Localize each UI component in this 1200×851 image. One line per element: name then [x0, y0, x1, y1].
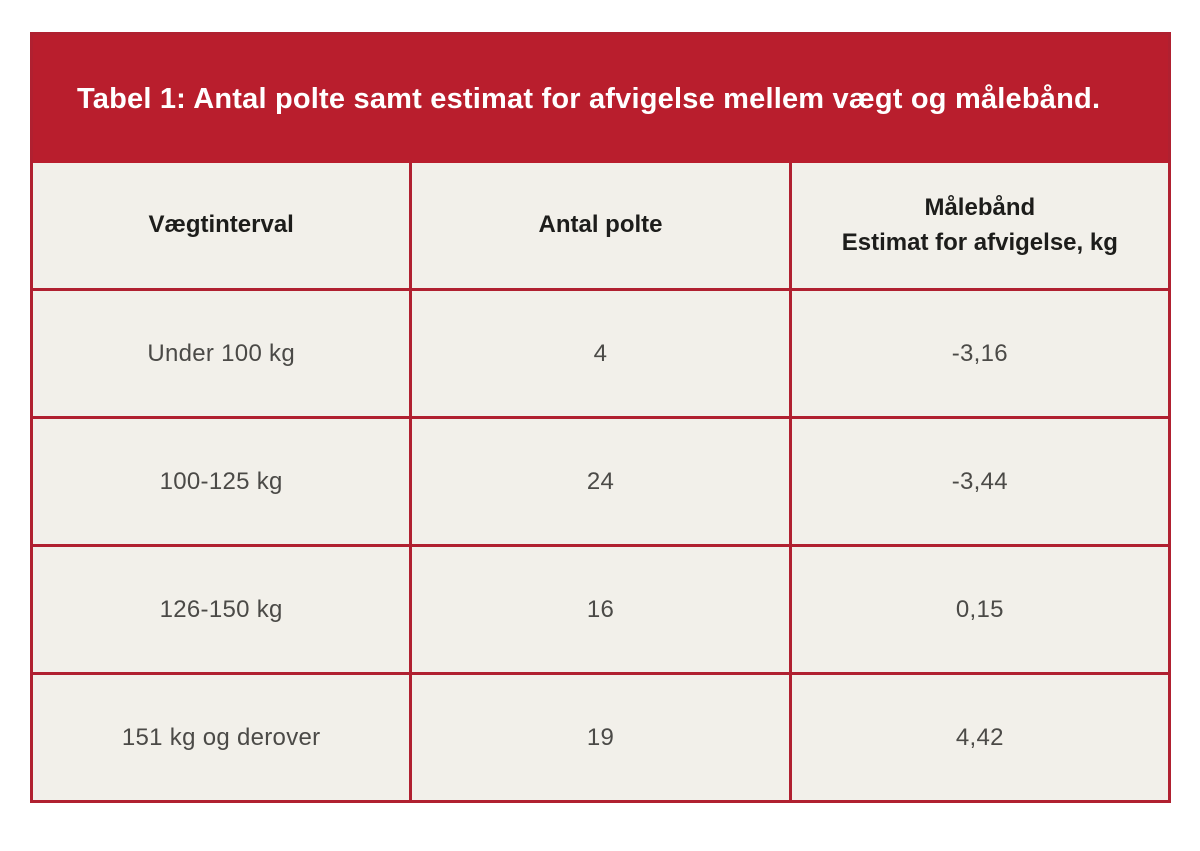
cell-deviation: 0,15: [788, 547, 1168, 672]
cell-weight-interval: 126-150 kg: [159, 595, 283, 623]
table-title: Tabel 1: Antal polte samt estimat for af…: [77, 82, 1101, 115]
cell-deviation: 4,42: [788, 675, 1168, 800]
cell-weight-interval: Under 100 kg: [147, 339, 296, 367]
column-header-tape-deviation: Målebånd Estimat for afvigelse, kg: [788, 163, 1168, 288]
cell-pig-count: 16: [409, 547, 788, 672]
cell-pig-count: 24: [409, 419, 788, 544]
cell-deviation: -3,44: [788, 419, 1168, 544]
table-row: 126-150 kg 16 0,15: [33, 544, 1168, 672]
cell-pig-count: 4: [409, 291, 788, 416]
table-figure: Tabel 1: Antal polte samt estimat for af…: [30, 32, 1171, 803]
table-row: 100-125 kg 24 -3,44: [33, 416, 1168, 544]
cell-weight-interval: 151 kg og derover: [121, 723, 321, 751]
table-header-row: Vægtinterval Antal polte Målebånd Estima…: [33, 163, 1168, 288]
cell-deviation: -3,16: [788, 291, 1168, 416]
column-header-pig-count: Antal polte: [409, 163, 788, 288]
table-row: Under 100 kg 4 -3,16: [33, 288, 1168, 416]
column-header-weight-interval: Vægtinterval: [148, 211, 294, 239]
cell-weight-interval: 100-125 kg: [159, 467, 283, 495]
table-row: 151 kg og derover 19 4,42: [33, 672, 1168, 800]
table-title-banner: Tabel 1: Antal polte samt estimat for af…: [33, 35, 1168, 163]
cell-pig-count: 19: [409, 675, 788, 800]
